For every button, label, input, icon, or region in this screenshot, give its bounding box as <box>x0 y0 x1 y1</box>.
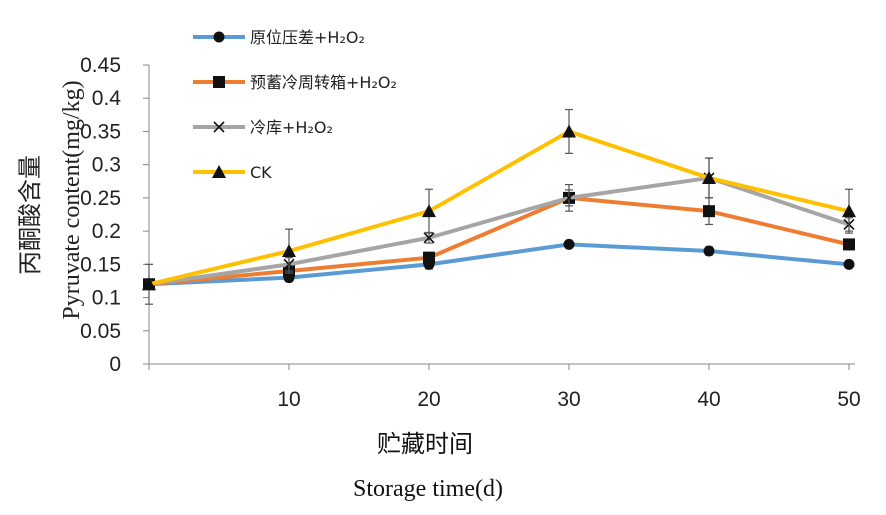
y-tick-label: 0.4 <box>92 87 122 110</box>
series-1 <box>143 238 855 290</box>
y-tick-label: 0.05 <box>80 320 121 343</box>
y-tick-label: 0.15 <box>80 253 121 276</box>
legend-label: 原位压差+H₂O₂ <box>250 28 365 47</box>
x-axis-label-cn: 贮藏时间 <box>377 431 473 458</box>
x-ticks: 10 20 30 40 50 <box>148 364 861 411</box>
series-line <box>148 175 850 287</box>
data-point <box>423 251 435 264</box>
data-point <box>422 204 436 218</box>
data-point <box>702 170 716 184</box>
y-tick-label: 0.2 <box>92 220 121 243</box>
series-line <box>148 195 850 287</box>
legend-label: 冷库+H₂O₂ <box>250 118 333 137</box>
data-point <box>843 258 855 270</box>
series-line <box>148 129 850 287</box>
y-tick-label: 0.1 <box>92 287 121 310</box>
legend-item: 原位压差+H₂O₂ <box>193 28 365 47</box>
data-point <box>843 238 855 251</box>
x-axis-label-en: Storage time(d) <box>353 476 503 502</box>
series-2 <box>143 189 855 291</box>
legend-item: CK <box>193 163 272 182</box>
y-axis-label-en: Pyruvate content(mg/kg) <box>59 80 85 319</box>
y-tick-label: 0.35 <box>80 120 121 143</box>
x-tick-label: 50 <box>837 388 860 411</box>
data-point <box>282 244 296 258</box>
legend-item: 预蓄冷周转箱+H₂O₂ <box>193 73 397 92</box>
series-line <box>148 242 850 287</box>
x-tick-label: 40 <box>697 388 720 411</box>
legend-item: 冷库+H₂O₂ <box>193 118 333 137</box>
series-4 <box>142 108 856 305</box>
legend: 原位压差+H₂O₂ 预蓄冷周转箱+H₂O₂ 冷库+H₂O₂ CK <box>193 28 397 182</box>
legend-marker <box>212 165 226 178</box>
legend-marker <box>213 31 225 43</box>
x-tick-label: 20 <box>417 388 440 411</box>
data-point <box>703 205 715 218</box>
y-tick-label: 0.25 <box>80 187 121 210</box>
legend-marker <box>213 121 225 133</box>
data-point <box>842 204 856 218</box>
y-axis-label-cn: 丙酮酸含量 <box>17 155 44 275</box>
data-point <box>563 192 575 204</box>
legend-marker <box>213 76 225 88</box>
axes <box>148 65 855 365</box>
y-tick-label: 0 <box>109 353 121 376</box>
legend-label: 预蓄冷周转箱+H₂O₂ <box>250 73 397 92</box>
data-point <box>563 238 575 250</box>
data-point <box>142 277 156 291</box>
legend-label: CK <box>250 163 272 182</box>
y-ticks: 0 0.05 0.1 0.15 0.2 0.25 0.3 0.35 0.4 0.45 <box>80 54 149 376</box>
data-point <box>423 232 435 244</box>
marker-stroke <box>563 192 575 204</box>
marker-stroke <box>213 121 225 133</box>
x-tick-label: 30 <box>557 388 580 411</box>
data-point <box>562 124 576 138</box>
marker-stroke <box>423 232 435 244</box>
series-layer <box>142 108 856 305</box>
y-tick-label: 0.45 <box>80 54 121 77</box>
x-tick-label: 10 <box>277 388 300 411</box>
data-point <box>703 245 715 257</box>
y-tick-label: 0.3 <box>92 154 121 177</box>
